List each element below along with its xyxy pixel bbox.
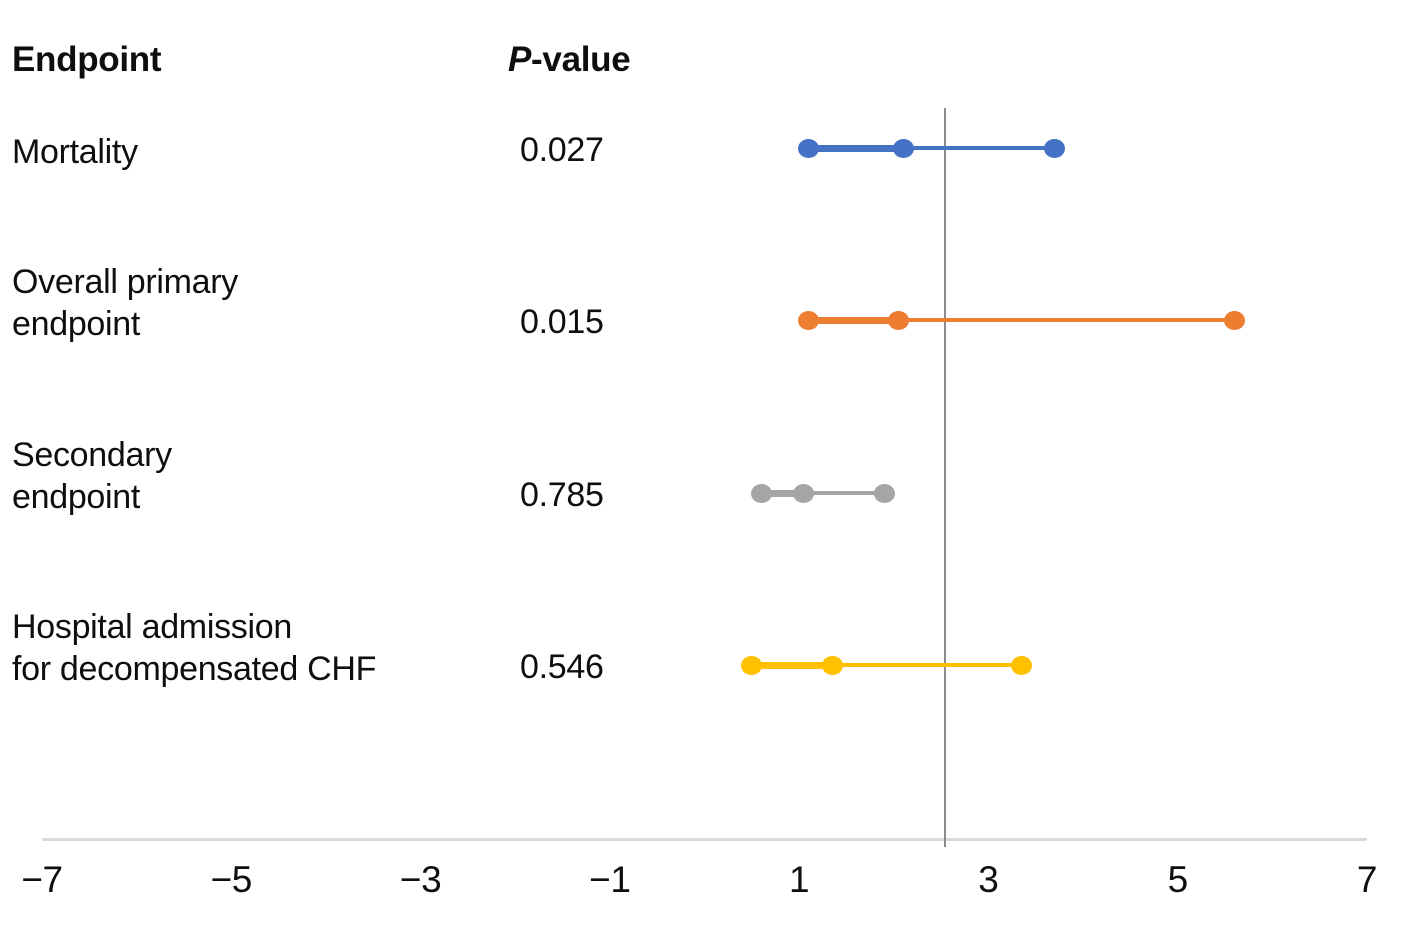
p-value: 0.015 [520,303,604,341]
ci-dot-high [1044,138,1066,158]
x-axis-line [42,838,1367,841]
endpoint-label: Hospital admission for decompensated CHF [12,606,376,690]
ci-line [761,491,885,495]
ci-dot-low [741,655,763,675]
ci-dot-estimate [793,483,815,503]
p-value: 0.546 [520,648,604,686]
endpoint-label-line: Secondary [12,436,172,474]
ci-line [751,663,1022,667]
endpoint-label-line: endpoint [12,305,141,343]
ci-line [808,318,1235,322]
x-tick-label: −7 [21,859,63,900]
p-value-header-italic-p: P [508,40,532,79]
p-value: 0.027 [520,131,604,169]
ci-dot-estimate [892,138,914,158]
reference-line [943,108,947,847]
endpoint-label-line: Hospital admission [12,608,292,646]
ci-thick-segment [808,316,899,324]
endpoint-label-line: endpoint [12,478,141,516]
ci-dot-estimate [821,655,843,675]
endpoint-label-line: for decompensated CHF [12,650,377,688]
endpoint-label: Secondary endpoint [12,434,172,518]
ci-line [808,146,1055,150]
ci-dot-low [798,138,820,158]
endpoint-label-line: Mortality [12,133,138,171]
endpoint-column-header: Endpoint [12,40,162,79]
x-tick-label: −5 [210,859,253,900]
ci-dot-estimate [888,310,910,330]
x-tick-label: 7 [1356,859,1378,900]
x-tick-label: −1 [589,859,631,900]
ci-thick-segment [761,489,804,497]
ci-dot-low [798,310,820,330]
x-tick-label: 5 [1167,859,1189,900]
x-tick-label: 1 [789,859,810,900]
p-value-column-header: P-value [508,38,631,82]
ci-dot-high [1224,310,1245,330]
ci-dot-high [1011,655,1033,675]
ci-thick-segment [808,144,904,152]
p-value-header-rest: -value [531,40,631,79]
p-value: 0.785 [520,476,604,514]
endpoint-label: Overall primary endpoint [12,261,238,345]
x-tick-label: −3 [399,859,442,900]
x-tick-label: 3 [978,859,999,900]
endpoint-label-line: Overall primary [12,263,238,301]
endpoint-label: Mortality [12,131,138,173]
ci-thick-segment [751,661,833,669]
ci-dot-low [750,483,772,503]
ci-dot-high [873,483,895,503]
